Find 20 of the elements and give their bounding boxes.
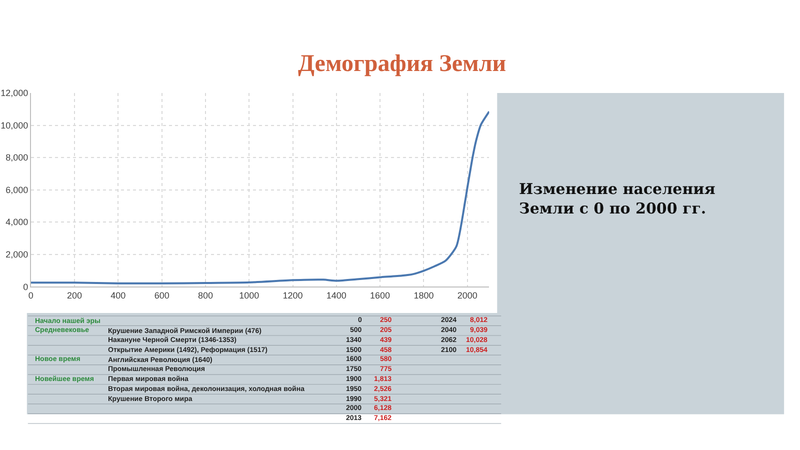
x-tick-label: 1400: [326, 290, 346, 300]
x-tick-label: 600: [154, 290, 170, 300]
y-tick-label: 4,000: [6, 217, 28, 228]
x-tick-label: 2000: [457, 290, 478, 300]
x-tick-label: 1600: [370, 290, 390, 300]
x-tick-label: 1800: [414, 290, 434, 300]
y-tick-label: 0: [23, 282, 28, 292]
y-tick-label: 8,000: [6, 152, 28, 163]
x-tick-label: 1000: [239, 290, 260, 300]
x-tick-label: 800: [198, 290, 213, 300]
y-tick-label: 12,000: [0, 88, 28, 98]
x-tick-label: 400: [110, 290, 126, 300]
chart-title: Демография Земли: [298, 51, 506, 77]
x-tick-label: 1200: [282, 290, 303, 300]
y-tick-label: 6,000: [6, 184, 28, 195]
text: Изменение населения Земли с 0 по 2000 гг.: [519, 180, 716, 218]
line-series: [30, 110, 490, 284]
y-tick-label: 2,000: [6, 249, 28, 260]
y-tick-label: 10,000: [0, 120, 28, 130]
x-tick-label: 200: [67, 290, 82, 300]
